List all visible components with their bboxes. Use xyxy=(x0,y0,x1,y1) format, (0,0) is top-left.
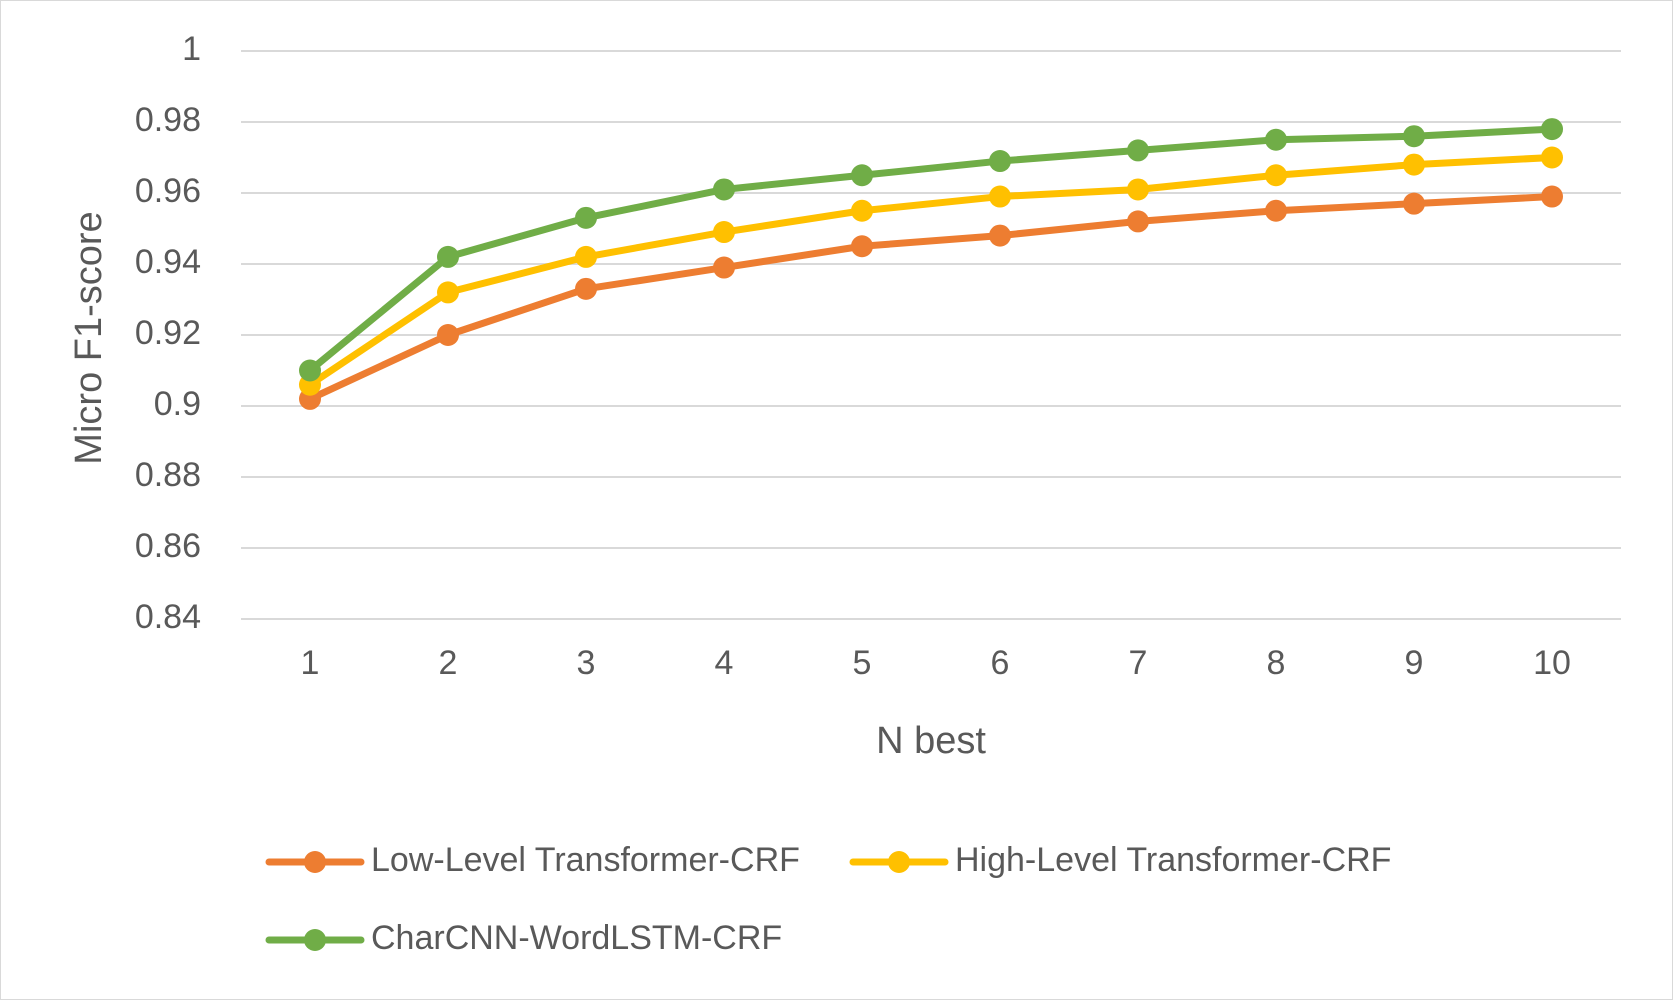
x-tick-labels: 1 2 3 4 5 6 7 8 9 10 xyxy=(301,644,1571,682)
y-tick-label: 0.9 xyxy=(154,385,201,423)
data-point xyxy=(1541,146,1563,169)
data-point xyxy=(437,281,459,304)
data-point xyxy=(437,324,459,346)
data-point xyxy=(1265,128,1287,151)
data-point xyxy=(851,164,873,187)
data-point xyxy=(1403,153,1425,176)
series-3 xyxy=(299,118,1563,382)
data-point xyxy=(713,256,735,279)
legend-label: CharCNN-WordLSTM-CRF xyxy=(371,919,782,957)
data-point xyxy=(1403,192,1425,215)
data-point xyxy=(851,235,873,258)
data-point xyxy=(713,221,735,244)
series-2 xyxy=(299,146,1563,396)
legend-item: High-Level Transformer-CRF xyxy=(849,841,1391,879)
data-point xyxy=(299,359,321,382)
series-line xyxy=(306,125,1556,374)
legend-marker xyxy=(304,929,326,951)
x-axis-title: N best xyxy=(876,720,986,762)
x-tick-label: 7 xyxy=(1129,644,1148,682)
x-tick-label: 6 xyxy=(991,644,1010,682)
y-tick-label: 1 xyxy=(182,30,201,68)
data-point xyxy=(575,206,597,229)
legend-label: High-Level Transformer-CRF xyxy=(955,841,1391,879)
y-tick-label: 0.94 xyxy=(135,243,201,281)
gridlines xyxy=(241,50,1621,620)
data-point xyxy=(1127,178,1149,201)
data-point xyxy=(1541,118,1563,141)
x-tick-label: 9 xyxy=(1405,644,1424,682)
x-tick-label: 4 xyxy=(715,644,734,682)
y-tick-label: 0.86 xyxy=(135,527,201,565)
legend-item: CharCNN-WordLSTM-CRF xyxy=(265,919,782,957)
series-lines xyxy=(299,118,1563,410)
y-axis-title: Micro F1-score xyxy=(68,211,110,464)
y-tick-label: 0.96 xyxy=(135,172,201,210)
y-tick-label: 0.84 xyxy=(135,598,201,636)
x-tick-label: 3 xyxy=(577,644,596,682)
data-point xyxy=(989,185,1011,208)
y-tick-label: 0.98 xyxy=(135,101,201,139)
data-point xyxy=(989,224,1011,247)
data-point xyxy=(1127,210,1149,233)
x-tick-label: 5 xyxy=(853,644,872,682)
series-line xyxy=(306,154,1556,389)
y-tick-label: 0.92 xyxy=(135,314,201,352)
data-point xyxy=(713,178,735,201)
data-point xyxy=(575,277,597,300)
data-point xyxy=(989,150,1011,173)
x-tick-label: 2 xyxy=(439,644,458,682)
x-tick-label: 10 xyxy=(1533,644,1571,682)
data-point xyxy=(575,245,597,268)
legend-marker xyxy=(304,851,326,873)
legend-item: Low-Level Transformer-CRF xyxy=(265,841,800,879)
data-point xyxy=(1403,125,1425,148)
x-tick-label: 1 xyxy=(301,644,320,682)
legend-marker xyxy=(888,851,910,873)
data-point xyxy=(851,199,873,222)
data-point xyxy=(1265,164,1287,187)
legend-label: Low-Level Transformer-CRF xyxy=(371,841,800,879)
data-point xyxy=(1127,139,1149,162)
data-point xyxy=(1541,185,1563,208)
series-line xyxy=(306,193,1556,403)
data-point xyxy=(437,245,459,268)
legend: Low-Level Transformer-CRF High-Level Tran… xyxy=(265,841,1391,957)
series-1 xyxy=(299,185,1563,410)
y-tick-labels: 0.84 0.86 0.88 0.9 0.92 0.94 0.96 0.98 1 xyxy=(135,30,201,636)
data-point xyxy=(1265,199,1287,222)
y-tick-label: 0.88 xyxy=(135,456,201,494)
x-tick-label: 8 xyxy=(1267,644,1286,682)
